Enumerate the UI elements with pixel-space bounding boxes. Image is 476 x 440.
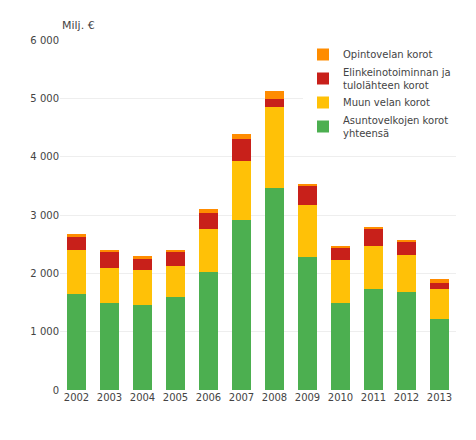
svg-text:Elinkeinotoiminnan jatulolähte: Elinkeinotoiminnan jatulolähteen korot: [343, 67, 451, 91]
svg-text:1 000: 1 000: [30, 326, 59, 337]
svg-text:2004: 2004: [130, 392, 155, 403]
svg-text:2008: 2008: [262, 392, 287, 403]
svg-text:5 000: 5 000: [30, 93, 59, 104]
svg-text:6 000: 6 000: [30, 35, 59, 46]
svg-text:2013: 2013: [427, 392, 452, 403]
svg-text:Asuntovelkojen korotyhteensä: Asuntovelkojen korotyhteensä: [343, 115, 448, 139]
svg-text:2 000: 2 000: [30, 268, 59, 279]
svg-text:2003: 2003: [97, 392, 122, 403]
svg-text:2010: 2010: [328, 392, 353, 403]
svg-text:0: 0: [53, 385, 59, 396]
svg-text:4 000: 4 000: [30, 151, 59, 162]
svg-text:2006: 2006: [196, 392, 221, 403]
svg-text:Opintovelan korot: Opintovelan korot: [343, 49, 432, 60]
svg-text:2011: 2011: [361, 392, 386, 403]
svg-text:2009: 2009: [295, 392, 320, 403]
svg-text:2012: 2012: [394, 392, 419, 403]
svg-text:Milj. €: Milj. €: [62, 19, 95, 32]
svg-text:3 000: 3 000: [30, 210, 59, 221]
svg-text:2002: 2002: [64, 392, 89, 403]
svg-text:2007: 2007: [229, 392, 254, 403]
svg-text:Muun velan korot: Muun velan korot: [343, 97, 430, 108]
svg-text:2005: 2005: [163, 392, 188, 403]
